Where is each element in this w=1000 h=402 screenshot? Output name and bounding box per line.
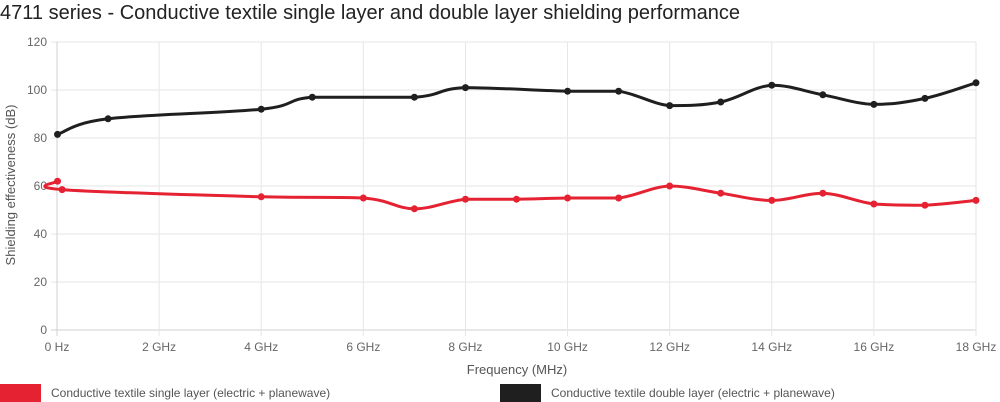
x-tick-label: 4 GHz bbox=[244, 340, 278, 354]
x-axis-title: Frequency (MHz) bbox=[467, 362, 567, 377]
legend: Conductive textile single layer (electri… bbox=[0, 384, 1000, 402]
data-point-single-layer[interactable] bbox=[768, 196, 776, 204]
data-point-single-layer[interactable] bbox=[513, 195, 520, 203]
x-tick-label: 6 GHz bbox=[346, 340, 380, 354]
grid-lines bbox=[51, 41, 977, 336]
y-tick-label: 20 bbox=[34, 275, 48, 289]
tick-labels: 0 20 40 60 80 100 120 0 Hz 2 GHz 4 GHz 6 GHz 8 GHz 1… bbox=[27, 35, 996, 354]
y-tick-label: 80 bbox=[34, 131, 48, 145]
legend-label-single-layer: Conductive textile single layer (electri… bbox=[51, 386, 331, 400]
data-point-single-layer[interactable] bbox=[410, 205, 418, 213]
data-point-single-layer[interactable] bbox=[615, 194, 623, 202]
legend-label-double-layer: Conductive textile double layer (electri… bbox=[551, 386, 835, 400]
data-point-double-layer[interactable] bbox=[54, 130, 62, 138]
chart-title: 4711 series - Conductive textile single … bbox=[0, 2, 741, 24]
y-tick-label: 100 bbox=[27, 83, 47, 97]
data-point-single-layer[interactable] bbox=[819, 189, 827, 197]
data-point-double-layer[interactable] bbox=[870, 100, 878, 108]
x-tick-label: 18 GHz bbox=[956, 340, 997, 354]
y-tick-label: 0 bbox=[40, 323, 47, 337]
x-tick-label: 14 GHz bbox=[751, 340, 792, 354]
x-tick-label: 0 Hz bbox=[45, 340, 70, 354]
y-axis-title: Shielding effectiveness (dB) bbox=[3, 105, 18, 266]
y-tick-label: 60 bbox=[34, 179, 48, 193]
data-point-single-layer[interactable] bbox=[972, 196, 980, 204]
x-tick-label: 10 GHz bbox=[547, 340, 588, 354]
data-point-double-layer[interactable] bbox=[257, 105, 265, 113]
data-point-double-layer[interactable] bbox=[717, 98, 725, 106]
data-point-double-layer[interactable] bbox=[410, 93, 418, 101]
data-point-single-layer[interactable] bbox=[564, 194, 572, 202]
data-point-single-layer[interactable] bbox=[461, 195, 469, 203]
data-point-double-layer[interactable] bbox=[564, 87, 572, 95]
data-point-double-layer[interactable] bbox=[308, 93, 316, 101]
data-point-double-layer[interactable] bbox=[666, 102, 674, 110]
data-point-single-layer[interactable] bbox=[54, 177, 62, 185]
data-point-double-layer[interactable] bbox=[104, 115, 112, 123]
legend-swatch-double-layer bbox=[500, 384, 541, 402]
series-group bbox=[43, 79, 980, 213]
data-point-single-layer[interactable] bbox=[921, 201, 929, 209]
x-tick-label: 8 GHz bbox=[448, 340, 482, 354]
data-point-single-layer[interactable] bbox=[870, 200, 878, 208]
data-point-double-layer[interactable] bbox=[768, 81, 776, 89]
data-point-double-layer[interactable] bbox=[615, 87, 623, 95]
data-point-single-layer[interactable] bbox=[717, 189, 725, 197]
x-tick-label: 16 GHz bbox=[854, 340, 895, 354]
x-tick-label: 12 GHz bbox=[649, 340, 690, 354]
legend-item-single-layer[interactable]: Conductive textile single layer (electri… bbox=[0, 384, 330, 402]
data-point-double-layer[interactable] bbox=[972, 79, 980, 87]
data-point-double-layer[interactable] bbox=[921, 94, 929, 102]
data-point-single-layer[interactable] bbox=[58, 186, 66, 194]
data-point-single-layer[interactable] bbox=[257, 193, 265, 201]
series-line-single-layer bbox=[43, 179, 978, 211]
data-point-double-layer[interactable] bbox=[819, 91, 827, 99]
y-tick-label: 40 bbox=[34, 227, 48, 241]
legend-item-double-layer[interactable]: Conductive textile double layer (electri… bbox=[500, 384, 835, 402]
legend-swatch-single-layer bbox=[0, 384, 41, 402]
data-point-single-layer[interactable] bbox=[666, 182, 674, 190]
shielding-line-chart: 0 20 40 60 80 100 120 0 Hz 2 GHz 4 GHz 6 GHz 8 GHz 1… bbox=[3, 35, 996, 377]
x-tick-label: 2 GHz bbox=[142, 340, 176, 354]
y-tick-label: 120 bbox=[27, 35, 47, 49]
series-line-double-layer bbox=[56, 81, 978, 136]
data-point-single-layer[interactable] bbox=[359, 194, 367, 202]
data-point-double-layer[interactable] bbox=[461, 84, 469, 92]
